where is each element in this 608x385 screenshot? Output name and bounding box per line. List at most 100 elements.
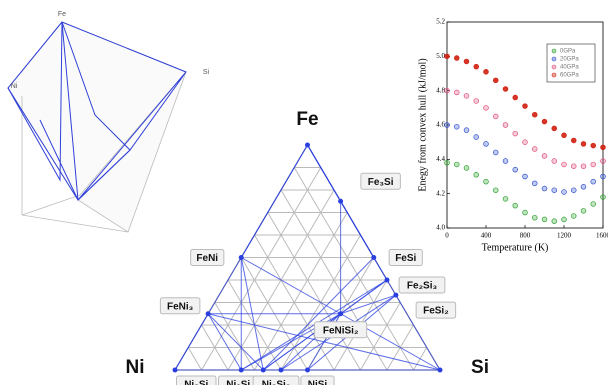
phase-label-box [159,297,201,315]
phase-point [205,311,211,317]
phase-point [338,311,344,317]
data-point [493,77,499,84]
phase-label: Ni₃Si₂ [262,380,291,385]
tie-line [241,257,341,315]
legend-label: 60GPa [560,73,579,79]
y-tick-label: 4.2 [436,189,445,197]
legend-marker [551,72,557,78]
inset-3d [7,21,187,233]
legend-box [546,43,596,83]
phase-label-box [388,249,423,266]
data-point [570,137,577,144]
data-point [580,163,587,169]
phase-point [278,367,284,373]
phase-point [238,255,244,260]
data-point [590,142,596,149]
inset-tie-line [7,21,131,201]
data-point [561,161,567,168]
corner-label: Ni [126,357,145,378]
data-point [473,134,480,140]
phase-label: FeSi₂ [423,306,449,317]
phase-label: FeNi [196,253,218,264]
data-point [590,201,596,207]
data-point [590,161,596,168]
data-point [483,141,489,147]
data-point [531,146,538,152]
x-tick-label: 800 [520,232,531,240]
phase-label-box [190,249,225,266]
legend-marker [551,64,557,70]
data-point [590,178,596,185]
phase-label: FeNiSi₂ [323,325,359,336]
tie-line [395,294,441,371]
phase-label: Fe₃Si [368,177,394,188]
phase-point [172,367,178,373]
data-point [531,180,538,187]
phase-label-box [176,375,217,385]
data-point [522,173,528,180]
data-point [561,189,567,195]
ternary-grid [293,167,414,371]
data-point [463,93,470,99]
data-point [600,173,606,180]
data-point [444,87,450,94]
y-axis-label: Enegy from convex hull (kJ/mol) [417,58,428,191]
phase-point [338,198,344,204]
data-point [522,139,528,145]
data-point [561,216,567,223]
phase-label-box [300,375,335,385]
phase-label-box [360,172,401,190]
data-point [502,158,509,164]
phase-label-box [314,321,368,339]
data-point [454,123,460,130]
data-point [444,122,450,128]
data-point [541,185,548,192]
data-point [454,55,460,61]
phase-point [260,367,266,373]
data-point [493,113,499,120]
data-point [483,69,489,75]
tie-line [208,313,441,371]
data-point [600,144,606,151]
data-point [531,214,538,221]
phase-point [384,277,390,283]
data-point [551,125,557,132]
data-point [570,187,577,193]
phase-label: Ni₃Si [184,380,208,385]
data-point [493,187,499,193]
data-point [473,98,480,104]
y-tick-label: 5.0 [436,52,445,60]
data-point [473,63,480,70]
corner-label: Fe [296,109,318,130]
data-point [541,153,548,159]
data-point [600,194,606,200]
data-point [580,208,587,214]
x-tick-label: 0 [445,232,449,240]
phase-label: FeNi₃ [167,301,194,312]
tie-line [207,313,264,371]
tie-line [174,313,209,371]
data-point [551,187,557,193]
data-point [493,149,499,156]
tie-line [207,313,242,371]
x-tick-label: 1600 [596,232,608,240]
phase-label-box [252,375,300,385]
data-point [522,209,528,216]
data-point [541,118,548,125]
inset-label: Ni [11,83,18,90]
data-point [561,132,567,139]
inset-edge [21,214,129,233]
legend-label: 20GPa [560,57,579,63]
tie-line [340,279,388,315]
phase-point [371,255,377,260]
line-chart: 4.0 4.2 4.4 4.6 4.8 5.0 5.2 0 400 800 1200 1600 Temp… [417,18,608,254]
data-point [444,160,450,166]
phase-point [238,367,244,373]
data-point [483,105,489,111]
ternary-grid [201,324,229,371]
phase-point [305,367,310,373]
corner-label: Si [471,357,489,378]
y-tick-label: 5.2 [436,18,445,26]
phase-label: Ni₂Si [226,380,250,385]
